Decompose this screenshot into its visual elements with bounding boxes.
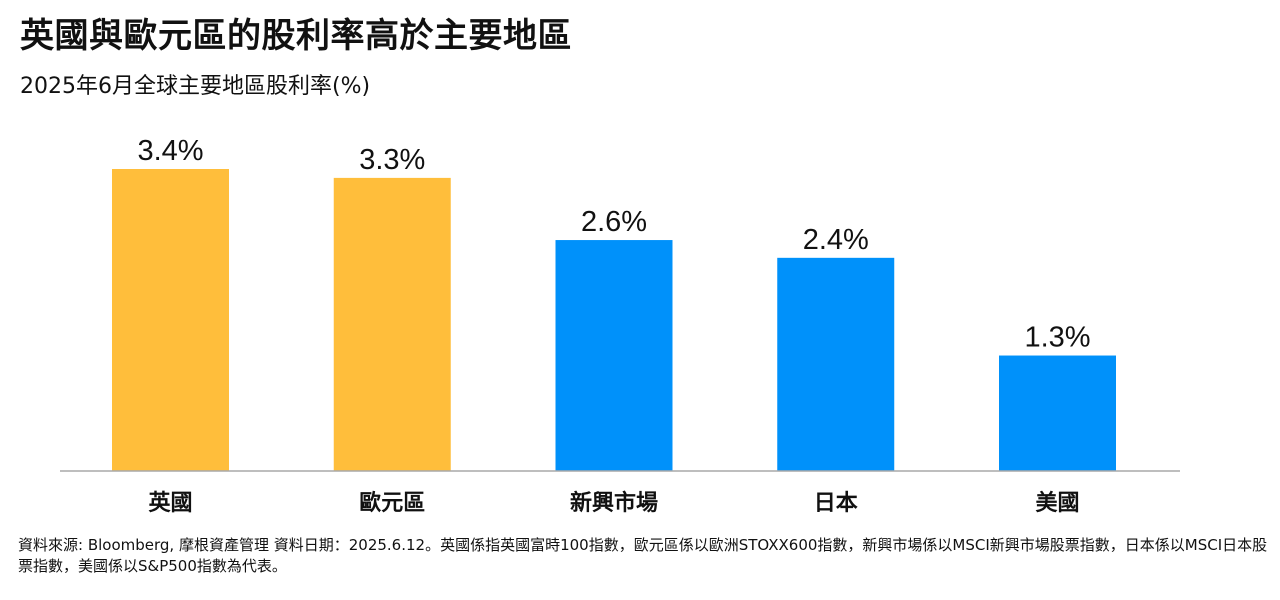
bar-0 <box>112 169 229 471</box>
bar-4 <box>999 355 1116 471</box>
chart-subtitle: 2025年6月全球主要地區股利率(%) <box>20 74 371 99</box>
category-label-2: 新興市場 <box>570 490 658 516</box>
category-label-3: 日本 <box>814 491 858 516</box>
category-label-0: 英國 <box>148 491 192 516</box>
chart-title: 英國與歐元區的股利率高於主要地區 <box>20 16 572 56</box>
category-label-group: 英國 歐元區 新興市場 日本 美國 <box>148 490 1079 516</box>
value-label-group: 3.4% 3.3% 2.6% 2.4% 1.3% <box>137 135 1090 354</box>
value-label-3: 2.4% <box>803 224 869 256</box>
value-label-0: 3.4% <box>137 135 203 167</box>
category-label-1: 歐元區 <box>359 490 425 516</box>
bar-group <box>112 169 1116 471</box>
value-label-1: 3.3% <box>359 144 425 176</box>
value-label-4: 1.3% <box>1024 322 1090 354</box>
source-footnote: 資料來源: Bloomberg, 摩根資產管理 資料日期：2025.6.12。英… <box>18 536 1268 575</box>
category-label-4: 美國 <box>1035 490 1079 516</box>
bar-1 <box>333 177 451 471</box>
value-label-2: 2.6% <box>581 206 647 238</box>
bar-3 <box>777 257 895 471</box>
bar-chart: 3.4% 3.3% 2.6% 2.4% 1.3% 英國 歐元區 新興市場 日本 美國 <box>60 135 1180 516</box>
bar-2 <box>555 240 673 471</box>
